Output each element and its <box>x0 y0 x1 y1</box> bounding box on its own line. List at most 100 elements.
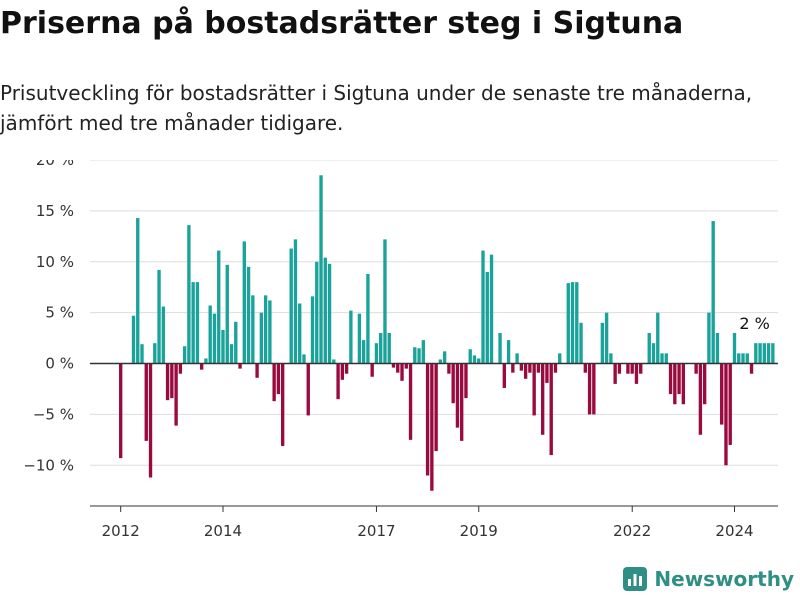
bar <box>191 282 195 364</box>
bar <box>289 248 293 364</box>
chart-subtitle: Prisutveckling för bostadsrätter i Sigtu… <box>0 81 753 135</box>
bar <box>272 363 276 402</box>
bar <box>489 254 494 364</box>
chart-title: Priserna på bostadsrätter steg i Sigtuna <box>0 6 684 41</box>
bar <box>698 363 703 435</box>
bar <box>430 363 434 491</box>
bar <box>212 313 217 364</box>
x-tick-label: 2017 <box>357 522 395 540</box>
bar <box>498 333 502 364</box>
bar <box>310 296 315 364</box>
bar <box>327 263 332 364</box>
bar <box>681 363 686 405</box>
bar <box>732 333 737 364</box>
bar <box>447 363 451 374</box>
bar <box>464 363 468 399</box>
bar <box>425 363 430 476</box>
bar <box>511 363 515 373</box>
bar <box>566 283 570 364</box>
bar <box>579 322 583 364</box>
bar <box>246 266 251 364</box>
bar <box>383 239 387 364</box>
bar <box>707 312 711 364</box>
bar <box>575 282 579 364</box>
bar <box>306 363 310 416</box>
bar <box>455 363 460 428</box>
bar <box>673 363 677 405</box>
y-tick-label: 0 % <box>45 355 74 373</box>
bar <box>315 261 319 364</box>
bar <box>200 363 204 370</box>
y-tick-label: 5 % <box>45 304 74 322</box>
bar <box>131 315 136 364</box>
bar <box>234 321 238 364</box>
bar <box>387 333 391 364</box>
bar <box>157 269 161 364</box>
y-axis-labels: −10 % −5 % 0 % 5 % 10 % 15 % 20 % <box>23 160 74 474</box>
bar <box>766 343 771 364</box>
bar <box>694 363 698 374</box>
bar <box>604 312 609 364</box>
bar <box>613 363 617 384</box>
bar <box>442 351 447 364</box>
bar <box>724 363 728 466</box>
bar <box>391 363 396 368</box>
bar <box>323 257 327 364</box>
y-tick-label: 10 % <box>36 253 74 271</box>
bar <box>609 353 613 364</box>
bar <box>259 312 264 364</box>
bar <box>647 333 651 364</box>
bar <box>711 221 715 364</box>
bar <box>472 355 477 364</box>
y-tick-label: 15 % <box>36 202 74 220</box>
bar <box>276 363 281 395</box>
bar <box>434 363 438 452</box>
bar <box>532 363 536 416</box>
bar <box>485 271 489 364</box>
bar <box>438 359 443 364</box>
bar <box>720 363 724 425</box>
bar <box>541 363 545 435</box>
bar <box>263 295 268 364</box>
bar <box>119 363 123 459</box>
bar <box>251 295 255 364</box>
bar <box>204 358 208 364</box>
bar <box>745 353 749 364</box>
bar <box>413 347 417 364</box>
bar <box>195 282 200 364</box>
bar <box>221 329 225 364</box>
bar <box>702 363 707 405</box>
bar <box>379 333 383 364</box>
x-tick-label: 2022 <box>613 522 651 540</box>
bar <box>161 306 165 364</box>
bar <box>396 363 400 373</box>
bar <box>268 300 272 364</box>
gridlines <box>90 160 778 466</box>
bar <box>502 363 506 388</box>
y-tick-label: −5 % <box>33 405 74 423</box>
bar <box>749 363 754 374</box>
bar <box>302 354 306 364</box>
bar <box>280 363 285 446</box>
bar <box>754 343 758 364</box>
bar <box>639 363 643 374</box>
bar <box>549 363 553 456</box>
bar <box>771 343 775 364</box>
bar <box>528 363 532 373</box>
bar <box>523 363 528 379</box>
bar <box>617 363 622 374</box>
bar <box>536 363 541 373</box>
bar <box>144 363 148 441</box>
y-tick-label: −10 % <box>23 456 74 474</box>
bar <box>477 358 481 364</box>
bar <box>668 363 673 395</box>
bar <box>148 363 153 478</box>
bar <box>728 363 732 445</box>
brand-name: Newsworthy <box>654 567 794 591</box>
bar <box>656 312 660 364</box>
bar <box>460 363 464 441</box>
bar <box>374 343 379 364</box>
x-tick-label: 2019 <box>460 522 498 540</box>
bar <box>404 363 408 369</box>
bar <box>715 333 720 364</box>
